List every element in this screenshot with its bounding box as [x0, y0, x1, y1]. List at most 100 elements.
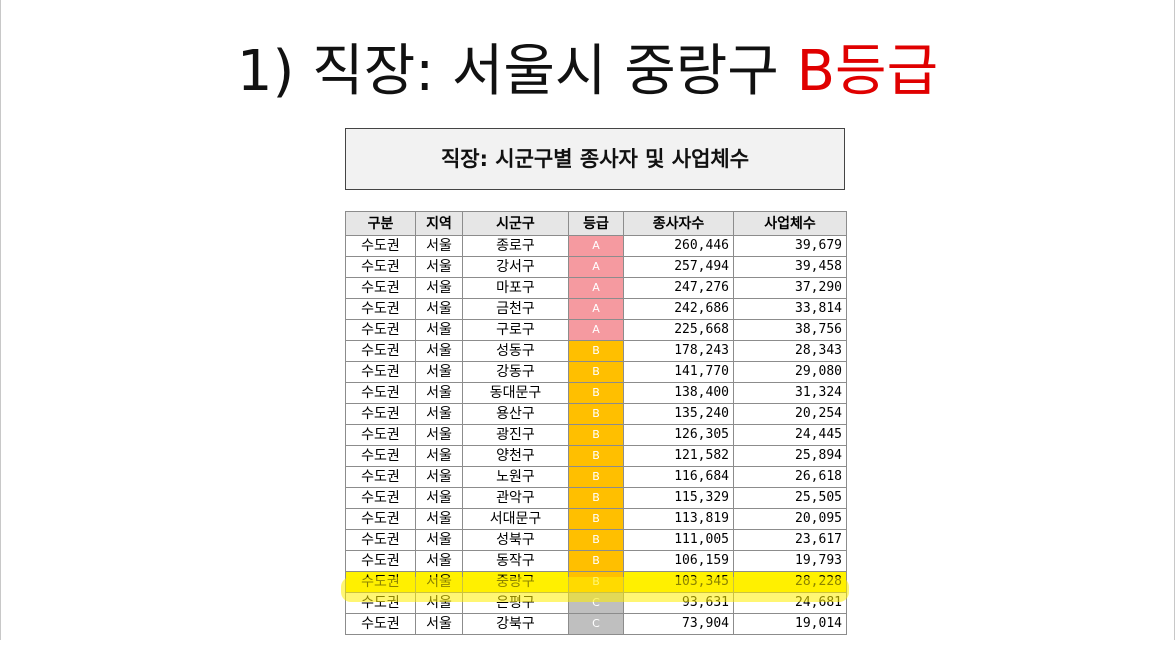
cell-workers: 116,684 — [623, 466, 734, 488]
cell-workers: 93,631 — [623, 592, 734, 614]
cell-region-type: 수도권 — [345, 256, 416, 278]
cell-businesses: 23,617 — [733, 529, 847, 551]
cell-area: 서울 — [415, 298, 463, 320]
header-workers: 종사자수 — [623, 211, 734, 236]
cell-workers: 138,400 — [623, 382, 734, 404]
sheet-title-box: 직장: 시군구별 종사자 및 사업체수 — [345, 128, 845, 190]
table-row: 수도권 서울 강동구 B 141,770 29,080 — [345, 361, 847, 383]
slide-bottom-edge — [0, 640, 1175, 660]
cell-area: 서울 — [415, 340, 463, 362]
cell-region-type: 수도권 — [345, 340, 416, 362]
cell-region-type: 수도권 — [345, 613, 416, 635]
cell-area: 서울 — [415, 487, 463, 509]
cell-businesses: 24,681 — [733, 592, 847, 614]
cell-grade: C — [568, 613, 624, 635]
cell-workers: 141,770 — [623, 361, 734, 383]
cell-district: 강북구 — [462, 613, 569, 635]
cell-workers: 225,668 — [623, 319, 734, 341]
district-table: 구분 지역 시군구 등급 종사자수 사업체수 수도권 서울 종로구 A 260,446 3… — [345, 211, 847, 635]
cell-district: 동작구 — [462, 550, 569, 572]
cell-region-type: 수도권 — [345, 529, 416, 551]
cell-businesses: 25,505 — [733, 487, 847, 509]
cell-district: 동대문구 — [462, 382, 569, 404]
table-row: 수도권 서울 동대문구 B 138,400 31,324 — [345, 382, 847, 404]
slide-title: 1) 직장: 서울시 중랑구 B등급 — [0, 32, 1175, 112]
table-row: 수도권 서울 서대문구 B 113,819 20,095 — [345, 508, 847, 530]
cell-district: 금천구 — [462, 298, 569, 320]
cell-area: 서울 — [415, 550, 463, 572]
header-grade: 등급 — [568, 211, 624, 236]
cell-area: 서울 — [415, 319, 463, 341]
cell-grade: B — [568, 508, 624, 530]
cell-workers: 260,446 — [623, 235, 734, 257]
cell-grade: B — [568, 529, 624, 551]
cell-workers: 126,305 — [623, 424, 734, 446]
table-body: 수도권 서울 종로구 A 260,446 39,679 수도권 서울 강서구 A 257,494 39… — [345, 235, 847, 635]
cell-district: 광진구 — [462, 424, 569, 446]
cell-workers: 73,904 — [623, 613, 734, 635]
cell-area: 서울 — [415, 592, 463, 614]
cell-grade: B — [568, 571, 624, 593]
cell-area: 서울 — [415, 256, 463, 278]
header-area: 지역 — [415, 211, 463, 236]
cell-area: 서울 — [415, 508, 463, 530]
cell-grade: B — [568, 340, 624, 362]
cell-workers: 113,819 — [623, 508, 734, 530]
cell-district: 구로구 — [462, 319, 569, 341]
cell-district: 양천구 — [462, 445, 569, 467]
cell-district: 강서구 — [462, 256, 569, 278]
sheet-title: 직장: 시군구별 종사자 및 사업체수 — [440, 147, 750, 171]
cell-workers: 135,240 — [623, 403, 734, 425]
cell-grade: A — [568, 235, 624, 257]
cell-grade: A — [568, 256, 624, 278]
header-region-type: 구분 — [345, 211, 416, 236]
cell-workers: 106,159 — [623, 550, 734, 572]
table-row: 수도권 서울 강북구 C 73,904 19,014 — [345, 613, 847, 635]
cell-grade: B — [568, 403, 624, 425]
cell-region-type: 수도권 — [345, 445, 416, 467]
cell-businesses: 37,290 — [733, 277, 847, 299]
table-row: 수도권 서울 은평구 C 93,631 24,681 — [345, 592, 847, 614]
cell-businesses: 28,228 — [733, 571, 847, 593]
cell-workers: 242,686 — [623, 298, 734, 320]
cell-grade: B — [568, 361, 624, 383]
cell-region-type: 수도권 — [345, 403, 416, 425]
cell-businesses: 19,793 — [733, 550, 847, 572]
cell-region-type: 수도권 — [345, 508, 416, 530]
cell-area: 서울 — [415, 529, 463, 551]
cell-grade: A — [568, 319, 624, 341]
header-businesses: 사업체수 — [733, 211, 847, 236]
cell-businesses: 24,445 — [733, 424, 847, 446]
table-row: 수도권 서울 종로구 A 260,446 39,679 — [345, 235, 847, 257]
cell-businesses: 20,254 — [733, 403, 847, 425]
cell-district: 중랑구 — [462, 571, 569, 593]
cell-businesses: 29,080 — [733, 361, 847, 383]
cell-district: 강동구 — [462, 361, 569, 383]
table-row: 수도권 서울 강서구 A 257,494 39,458 — [345, 256, 847, 278]
table-row: 수도권 서울 관악구 B 115,329 25,505 — [345, 487, 847, 509]
cell-grade: B — [568, 550, 624, 572]
cell-region-type: 수도권 — [345, 571, 416, 593]
table-row: 수도권 서울 성북구 B 111,005 23,617 — [345, 529, 847, 551]
cell-grade: B — [568, 382, 624, 404]
cell-district: 성북구 — [462, 529, 569, 551]
table-row: 수도권 서울 성동구 B 178,243 28,343 — [345, 340, 847, 362]
cell-businesses: 39,679 — [733, 235, 847, 257]
cell-grade: A — [568, 298, 624, 320]
cell-businesses: 25,894 — [733, 445, 847, 467]
cell-workers: 247,276 — [623, 277, 734, 299]
slide-title-prefix: 1) 직장: 서울시 중랑구 — [236, 39, 797, 104]
cell-district: 노원구 — [462, 466, 569, 488]
cell-region-type: 수도권 — [345, 592, 416, 614]
cell-district: 종로구 — [462, 235, 569, 257]
cell-businesses: 31,324 — [733, 382, 847, 404]
cell-region-type: 수도권 — [345, 382, 416, 404]
cell-district: 용산구 — [462, 403, 569, 425]
cell-businesses: 38,756 — [733, 319, 847, 341]
header-district: 시군구 — [462, 211, 569, 236]
cell-region-type: 수도권 — [345, 487, 416, 509]
table-row: 수도권 서울 용산구 B 135,240 20,254 — [345, 403, 847, 425]
cell-businesses: 39,458 — [733, 256, 847, 278]
cell-district: 은평구 — [462, 592, 569, 614]
table-row: 수도권 서울 중랑구 B 103,345 28,228 — [345, 571, 847, 593]
